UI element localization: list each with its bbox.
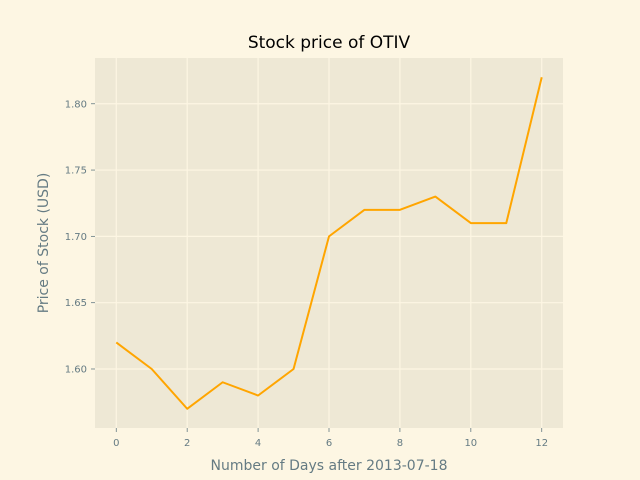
x-tick-label: 12	[535, 438, 548, 449]
x-tick-label: 6	[326, 438, 332, 449]
axis-ticks: 0 2 4 6 8 10 12 1.60 1.65 1.70 1.75 1.80	[65, 99, 548, 449]
y-tick-label: 1.70	[65, 232, 87, 243]
x-tick-label: 4	[255, 438, 261, 449]
price-line	[115, 76, 543, 410]
y-tick-label: 1.65	[65, 298, 87, 309]
y-tick-label: 1.60	[65, 364, 87, 375]
chart-title: Stock price of OTIV	[248, 33, 411, 53]
x-axis-label: Number of Days after 2013-07-18	[211, 458, 448, 474]
x-tick-label: 0	[113, 438, 119, 449]
y-axis-label: Price of Stock (USD)	[36, 173, 52, 314]
y-tick-label: 1.75	[65, 166, 87, 177]
x-tick-label: 2	[184, 438, 190, 449]
x-tick-label: 8	[397, 438, 403, 449]
x-tick-label: 10	[464, 438, 477, 449]
y-tick-label: 1.80	[65, 99, 87, 110]
